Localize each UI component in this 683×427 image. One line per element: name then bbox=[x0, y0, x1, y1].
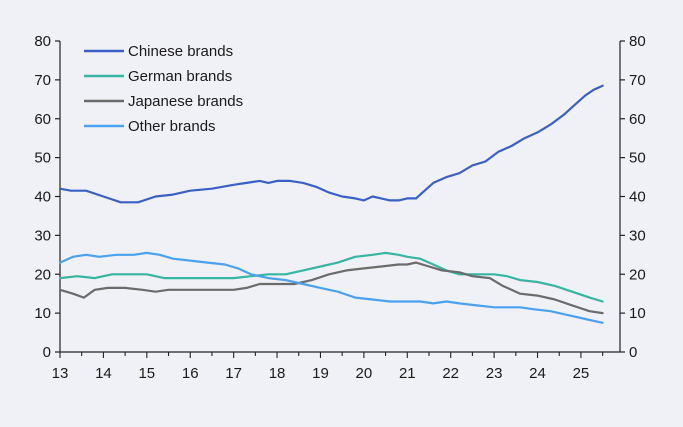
x-tick-label: 23 bbox=[486, 365, 503, 382]
right-y-tick-label: 40 bbox=[629, 189, 646, 206]
right-y-tick-label: 0 bbox=[629, 344, 637, 361]
x-tick-label: 13 bbox=[52, 365, 69, 382]
x-tick-label: 17 bbox=[225, 365, 242, 382]
x-tick-label: 24 bbox=[529, 365, 546, 382]
left-y-tick-label: 40 bbox=[34, 189, 51, 206]
left-y-tick-label: 20 bbox=[34, 266, 51, 283]
x-tick-label: 22 bbox=[442, 365, 459, 382]
left-y-tick-label: 80 bbox=[34, 33, 51, 50]
legend-label-chinese-brands: Chinese brands bbox=[128, 43, 233, 60]
x-tick-label: 14 bbox=[95, 365, 112, 382]
series-line-other-brands bbox=[58, 251, 604, 324]
right-y-tick-label: 80 bbox=[629, 33, 646, 50]
x-tick-label: 25 bbox=[573, 365, 590, 382]
left-y-tick-label: 50 bbox=[34, 150, 51, 167]
series-layer bbox=[58, 84, 604, 324]
left-y-tick-label: 30 bbox=[34, 227, 51, 244]
x-tick-label: 16 bbox=[182, 365, 199, 382]
x-tick-label: 18 bbox=[269, 365, 286, 382]
series-line-chinese-brands bbox=[58, 84, 604, 204]
left-y-tick-label: 60 bbox=[34, 111, 51, 128]
right-y-tick-label: 50 bbox=[629, 150, 646, 167]
x-tick-label: 21 bbox=[399, 365, 416, 382]
left-y-tick-label: 70 bbox=[34, 72, 51, 89]
left-y-tick-label: 10 bbox=[34, 305, 51, 322]
legend: Chinese brands German brands Japanese bran… bbox=[84, 43, 243, 135]
series-line-japanese-brands bbox=[58, 261, 604, 315]
legend-label-japanese-brands: Japanese brands bbox=[128, 93, 243, 110]
legend-label-other-brands: Other brands bbox=[128, 118, 216, 135]
left-y-tick-label: 0 bbox=[43, 344, 51, 361]
legend-label-german-brands: German brands bbox=[128, 68, 232, 85]
axes-layer: 0 0 10 10 20 20 30 30 40 40 50 50 60 60 70 70 80 80 13 14 15… bbox=[34, 33, 645, 382]
right-y-tick-label: 10 bbox=[629, 305, 646, 322]
right-y-tick-label: 70 bbox=[629, 72, 646, 89]
right-y-tick-label: 20 bbox=[629, 266, 646, 283]
series-line-german-brands bbox=[58, 251, 604, 303]
x-tick-label: 19 bbox=[312, 365, 329, 382]
right-y-tick-label: 60 bbox=[629, 111, 646, 128]
x-tick-label: 20 bbox=[356, 365, 373, 382]
x-tick-label: 15 bbox=[138, 365, 155, 382]
right-y-tick-label: 30 bbox=[629, 227, 646, 244]
